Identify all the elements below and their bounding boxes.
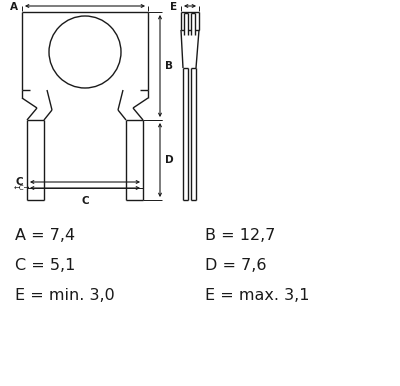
Text: B: B [165, 61, 173, 71]
Text: E: E [170, 2, 177, 12]
Text: A: A [10, 2, 18, 12]
Text: D: D [165, 155, 174, 165]
Text: D = 7,6: D = 7,6 [205, 258, 266, 273]
Text: A = 7,4: A = 7,4 [15, 228, 75, 243]
Text: C: C [15, 177, 23, 187]
Text: E = min. 3,0: E = min. 3,0 [15, 288, 115, 303]
Text: ←C→: ←C→ [14, 185, 30, 191]
Text: E = max. 3,1: E = max. 3,1 [205, 288, 310, 303]
Text: B = 12,7: B = 12,7 [205, 228, 275, 243]
Text: C = 5,1: C = 5,1 [15, 258, 75, 273]
Text: C: C [81, 196, 89, 206]
